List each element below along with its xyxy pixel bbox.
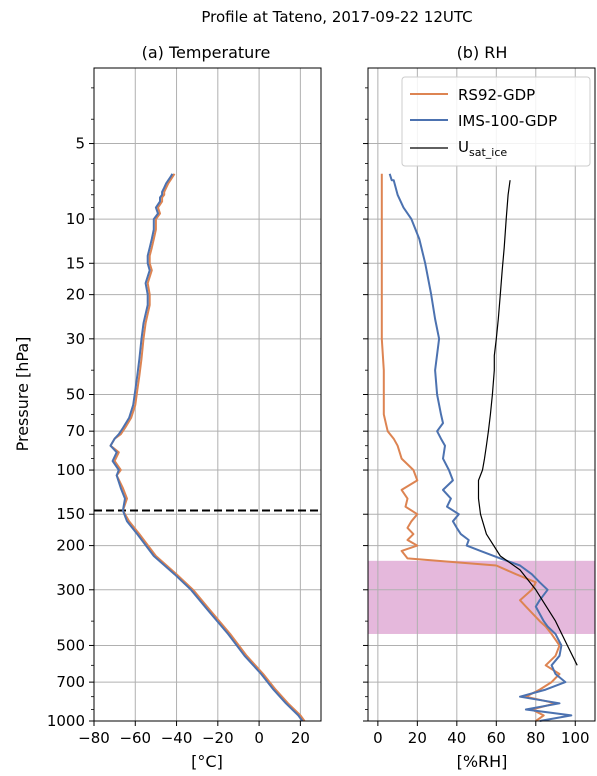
panel-b-title: (b) RH (457, 43, 508, 62)
y-tick-label: 5 (75, 135, 85, 153)
panel-b-series (380, 173, 578, 722)
y-tick-label: 30 (66, 330, 85, 348)
x-tick-label: −40 (161, 729, 193, 747)
legend-label-usat: Usat_ice (458, 138, 507, 159)
x-tick-label: −60 (119, 729, 151, 747)
x-tick-label: 20 (408, 729, 427, 747)
series-line-rs92-gdp (380, 173, 561, 722)
figure-title: Profile at Tateno, 2017-09-22 12UTC (201, 8, 472, 26)
y-tick-label: 50 (66, 386, 85, 404)
series-line-rs92-gdp (109, 173, 306, 722)
legend: RS92-GDP IMS-100-GDP Usat_ice (401, 76, 591, 167)
panel-b-xticks: 0 20 40 60 80 100 (373, 721, 590, 747)
y-tick-label: 70 (66, 422, 85, 440)
y-tick-label: 200 (56, 537, 85, 555)
x-tick-label: 100 (561, 729, 590, 747)
y-tick-label: 1000 (47, 712, 85, 730)
panel-a-xlabel: [°C] (191, 752, 223, 771)
y-tick-label: 10 (66, 210, 85, 228)
series-line-ims-100-gdp (109, 173, 304, 722)
y-tick-label: 300 (56, 581, 85, 599)
panel-temperature: (a) Temperature −80 −60 −40 −20 0 20 5 10 15 20 3… (13, 43, 322, 771)
panel-a-series (109, 173, 306, 722)
shaded-band (368, 560, 595, 634)
x-tick-label: 0 (373, 729, 383, 747)
panel-a-title: (a) Temperature (142, 43, 271, 62)
x-tick-label: 0 (254, 729, 264, 747)
y-tick-label: 20 (66, 286, 85, 304)
y-tick-label: 700 (56, 673, 85, 691)
legend-label-rs92: RS92-GDP (458, 86, 535, 104)
x-tick-label: 60 (487, 729, 506, 747)
series-line-usat-ice (477, 180, 578, 666)
series-line-ims-100-gdp (388, 173, 573, 722)
y-tick-label: 150 (56, 505, 85, 523)
y-tick-label: 500 (56, 636, 85, 654)
panel-b-xlabel: [%RH] (457, 752, 508, 771)
x-tick-label: −80 (78, 729, 110, 747)
panel-b-grid (368, 68, 595, 722)
x-tick-label: 80 (526, 729, 545, 747)
legend-box (401, 76, 591, 167)
panel-a-grid (93, 68, 321, 722)
legend-label-usat-main: U (458, 138, 469, 156)
panel-a-yticks: 5 10 15 20 30 50 70 100 150 200 300 500 700 1000 (47, 87, 94, 730)
panel-rh: (b) RH 0 20 40 60 80 100 [%RH] RS92-GDP IMS-1… (363, 43, 596, 771)
legend-label-usat-sub: sat_ice (469, 146, 507, 159)
y-axis-label: Pressure [hPa] (13, 337, 32, 452)
y-tick-label: 15 (66, 254, 85, 272)
y-tick-label: 100 (56, 461, 85, 479)
legend-label-ims: IMS-100-GDP (458, 112, 557, 130)
x-tick-label: 20 (291, 729, 310, 747)
x-tick-label: −20 (202, 729, 234, 747)
x-tick-label: 40 (447, 729, 466, 747)
panel-a-xticks: −80 −60 −40 −20 0 20 (78, 721, 310, 747)
panel-b-yticks (363, 87, 368, 722)
